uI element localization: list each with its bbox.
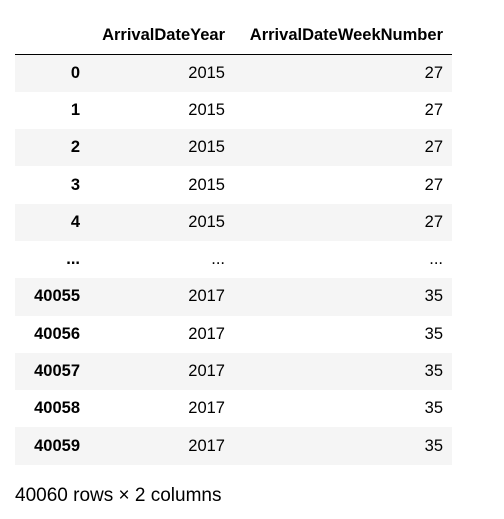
table-row: 40059 2017 35 <box>15 427 452 465</box>
row-index: 3 <box>70 175 80 194</box>
cell-year: 2017 <box>188 287 225 306</box>
row-index: 0 <box>70 63 80 82</box>
row-index: 40058 <box>34 399 80 418</box>
table-row: 40057 2017 35 <box>15 352 452 391</box>
cell-year: 2015 <box>188 100 225 119</box>
row-index: 40056 <box>34 324 80 343</box>
column-header-arrival-date-week-number: ArrivalDateWeekNumber <box>234 17 452 55</box>
header-row: ArrivalDateYear ArrivalDateWeekNumber <box>15 17 452 55</box>
table-row: 40056 2017 35 <box>15 315 452 353</box>
table-row: 2 2015 27 <box>15 129 452 167</box>
cell-week: 27 <box>424 138 443 157</box>
dataframe-output: ArrivalDateYear ArrivalDateWeekNumber 0 … <box>15 17 452 465</box>
column-header-arrival-date-year: ArrivalDateYear <box>89 17 234 55</box>
cell-week: 35 <box>424 287 443 306</box>
cell-week: 27 <box>424 100 443 119</box>
row-index: 1 <box>70 100 80 119</box>
cell-year: 2017 <box>188 399 225 418</box>
cell-week: 35 <box>424 399 443 418</box>
cell-year: 2017 <box>188 362 225 381</box>
cell-week: 27 <box>424 212 443 231</box>
cell-year: ... <box>211 250 225 269</box>
ellipsis-row: ... ... ... <box>15 240 452 279</box>
index-header <box>15 17 89 55</box>
table-row: 40058 2017 35 <box>15 390 452 428</box>
row-index: 40059 <box>34 436 80 455</box>
cell-week: 35 <box>424 362 443 381</box>
dataframe-table: ArrivalDateYear ArrivalDateWeekNumber 0 … <box>15 17 452 465</box>
cell-week: ... <box>429 250 443 269</box>
cell-year: 2015 <box>188 175 225 194</box>
cell-year: 2015 <box>188 212 225 231</box>
table-row: 40055 2017 35 <box>15 278 452 316</box>
row-index: 40057 <box>34 362 80 381</box>
cell-week: 27 <box>424 63 443 82</box>
row-index: ... <box>66 250 80 269</box>
row-index: 4 <box>70 212 80 231</box>
cell-year: 2015 <box>188 138 225 157</box>
table-row: 3 2015 27 <box>15 166 452 204</box>
cell-year: 2015 <box>188 63 225 82</box>
cell-week: 35 <box>424 324 443 343</box>
row-index: 40055 <box>34 287 80 306</box>
table-row: 4 2015 27 <box>15 203 452 241</box>
cell-year: 2017 <box>188 324 225 343</box>
row-index: 2 <box>70 138 80 157</box>
table-row: 1 2015 27 <box>15 91 452 130</box>
cell-week: 35 <box>424 436 443 455</box>
table-row: 0 2015 27 <box>15 54 452 92</box>
cell-year: 2017 <box>188 436 225 455</box>
cell-week: 27 <box>424 175 443 194</box>
dataframe-shape-summary: 40060 rows × 2 columns <box>15 485 222 506</box>
